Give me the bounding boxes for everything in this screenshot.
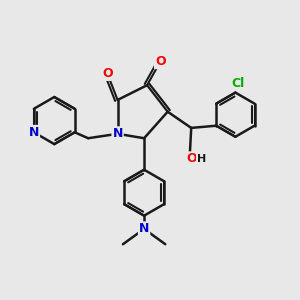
- Text: N: N: [29, 126, 39, 139]
- Text: O: O: [102, 67, 112, 80]
- Text: N: N: [112, 127, 123, 140]
- Text: H: H: [197, 154, 206, 164]
- Text: O: O: [186, 152, 196, 165]
- Text: Cl: Cl: [232, 77, 245, 90]
- Text: O: O: [155, 55, 166, 68]
- Text: N: N: [139, 222, 149, 236]
